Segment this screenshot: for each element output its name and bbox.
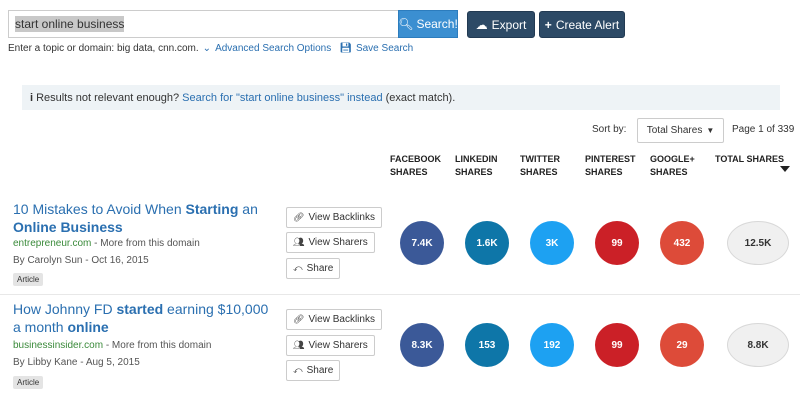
search-button[interactable]: 🔍︎ Search! xyxy=(398,10,458,38)
notice-prefix: Results not relevant enough? xyxy=(36,91,180,104)
view-sharers-button[interactable]: 👥︎ View Sharers xyxy=(286,232,375,253)
article-title[interactable]: 10 Mistakes to Avoid When Starting an On… xyxy=(13,201,258,235)
export-label: Export xyxy=(491,17,527,32)
column-twitter-line1: TWITTER xyxy=(520,154,560,164)
column-linkedin[interactable]: LINKEDIN SHARES xyxy=(455,153,498,179)
sort-label: Sort by: xyxy=(592,124,627,135)
share-label: Share xyxy=(306,263,334,274)
article-type-badge: Article xyxy=(13,273,44,286)
article-source: entrepreneur.com - More from this domain xyxy=(13,238,200,249)
column-googleplus[interactable]: GOOGLE+ SHARES xyxy=(650,153,695,179)
column-googleplus-line2: SHARES xyxy=(650,167,688,177)
column-total[interactable]: TOTAL SHARES xyxy=(715,153,784,166)
share-button[interactable]: ⤺ Share xyxy=(286,258,341,279)
pinterest-shares-bubble: 99 xyxy=(595,323,639,367)
column-facebook[interactable]: FACEBOOK SHARES xyxy=(390,153,441,179)
view-sharers-button[interactable]: 👥︎ View Sharers xyxy=(286,335,375,356)
hint-text: Enter a topic or domain: big data, cnn.c… xyxy=(8,43,199,54)
column-twitter-line2: SHARES xyxy=(520,167,558,177)
column-facebook-line1: FACEBOOK xyxy=(390,154,442,164)
search-query: start online business xyxy=(15,16,125,32)
facebook-shares-bubble: 8.3K xyxy=(400,323,444,367)
share-button[interactable]: ⤺ Share xyxy=(286,360,341,381)
search-input[interactable]: start online business xyxy=(8,10,398,38)
search-hint: Enter a topic or domain: big data, cnn.c… xyxy=(8,43,413,54)
sort-desc-icon[interactable] xyxy=(780,166,790,172)
sort-dropdown[interactable]: Total Shares ▼ xyxy=(637,118,724,143)
column-linkedin-line2: SHARES xyxy=(455,167,493,177)
pinterest-shares-bubble: 99 xyxy=(595,221,639,265)
column-linkedin-line1: LINKEDIN xyxy=(455,154,498,164)
export-button[interactable]: ☁ Export xyxy=(467,11,535,38)
create-alert-label: Create Alert xyxy=(555,17,620,32)
view-sharers-label: View Sharers xyxy=(308,237,368,248)
article-domain[interactable]: entrepreneur.com xyxy=(13,238,92,249)
total-shares-bubble: 12.5K xyxy=(727,221,789,265)
search-icon: 🔍︎ xyxy=(398,17,414,31)
share-icon: ⤺ xyxy=(293,365,303,375)
share-icon: ⤺ xyxy=(293,263,303,273)
column-twitter[interactable]: TWITTER SHARES xyxy=(520,153,560,179)
twitter-shares-bubble: 3K xyxy=(530,221,574,265)
article-title[interactable]: How Johnny FD started earning $10,000 a … xyxy=(13,301,269,335)
info-icon: i xyxy=(30,91,34,104)
exact-search-link[interactable]: Search for "start online business" inste… xyxy=(182,91,383,104)
search-button-label: Search! xyxy=(416,17,458,31)
googleplus-shares-bubble: 29 xyxy=(660,323,704,367)
users-icon: 👥︎ xyxy=(293,237,305,247)
save-icon[interactable]: 💾︎ xyxy=(339,43,352,54)
article-source: businessinsider.com - More from this dom… xyxy=(13,340,211,351)
article-byline: By Libby Kane - Aug 5, 2015 xyxy=(13,357,140,368)
column-pinterest-line2: SHARES xyxy=(585,167,623,177)
save-search-link[interactable]: Save Search xyxy=(355,43,414,54)
linkedin-shares-bubble: 1.6K xyxy=(465,221,509,265)
users-icon: 👥︎ xyxy=(293,340,305,350)
googleplus-shares-bubble: 432 xyxy=(660,221,704,265)
view-backlinks-button[interactable]: 🔗︎ View Backlinks xyxy=(286,309,382,330)
total-shares-bubble: 8.8K xyxy=(727,323,789,367)
cloud-download-icon: ☁ xyxy=(475,17,488,32)
article-type-badge: Article xyxy=(13,376,44,389)
view-sharers-label: View Sharers xyxy=(308,340,368,351)
linkedin-shares-bubble: 153 xyxy=(465,323,509,367)
more-from-domain[interactable]: - More from this domain xyxy=(103,340,212,351)
column-googleplus-line1: GOOGLE+ xyxy=(650,154,695,164)
create-alert-button[interactable]: + Create Alert xyxy=(539,11,625,38)
result-row: How Johnny FD started earning $10,000 a … xyxy=(0,295,800,395)
view-backlinks-label: View Backlinks xyxy=(308,212,375,223)
view-backlinks-button[interactable]: 🔗︎ View Backlinks xyxy=(286,207,382,228)
column-facebook-line2: SHARES xyxy=(390,167,428,177)
link-icon: 🔗︎ xyxy=(293,314,305,324)
article-byline: By Carolyn Sun - Oct 16, 2015 xyxy=(13,255,149,266)
notice-suffix: (exact match). xyxy=(385,91,456,104)
chevron-down-icon[interactable]: ⌄ xyxy=(202,43,212,54)
twitter-shares-bubble: 192 xyxy=(530,323,574,367)
view-backlinks-label: View Backlinks xyxy=(308,314,375,325)
plus-icon: + xyxy=(544,17,552,32)
caret-down-icon: ▼ xyxy=(706,126,715,135)
advanced-search-link[interactable]: Advanced Search Options xyxy=(215,43,332,54)
result-row: 10 Mistakes to Avoid When Starting an On… xyxy=(0,195,800,295)
more-from-domain[interactable]: - More from this domain xyxy=(91,238,200,249)
relevance-notice: i Results not relevant enough? Search fo… xyxy=(22,85,780,110)
column-total-line1: TOTAL SHARES xyxy=(715,154,785,164)
link-icon: 🔗︎ xyxy=(293,212,305,222)
search-bar: start online business 🔍︎ Search! xyxy=(8,10,458,38)
article-domain[interactable]: businessinsider.com xyxy=(13,340,104,351)
column-pinterest-line1: PINTEREST xyxy=(585,154,636,164)
share-label: Share xyxy=(306,365,334,376)
column-pinterest[interactable]: PINTEREST SHARES xyxy=(585,153,636,179)
page-info: Page 1 of 339 xyxy=(732,124,795,135)
sort-selected: Total Shares xyxy=(646,125,703,136)
facebook-shares-bubble: 7.4K xyxy=(400,221,444,265)
